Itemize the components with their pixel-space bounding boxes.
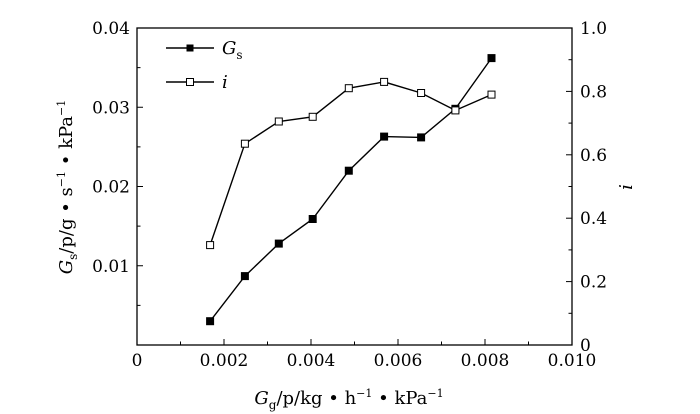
y-axis-title-left: Gs/p/g • s−1 • kPa−1 xyxy=(55,100,80,275)
data-point-i xyxy=(451,106,460,115)
data-point-i xyxy=(274,117,283,126)
data-point-gs xyxy=(487,54,496,63)
y-right-tick-label: 0 xyxy=(580,336,591,356)
x-tick-label: 0.004 xyxy=(287,351,336,371)
x-tick-label: 0.010 xyxy=(548,351,597,371)
tick-labels: 0 0.002 0.004 0.006 0.008 0.010 0.01 0.02 0.03 0.… xyxy=(92,19,607,371)
data-point-i xyxy=(240,139,249,148)
data-point-i xyxy=(308,112,317,121)
x-tick-label: 0.006 xyxy=(374,351,423,371)
x-tick-label: 0 xyxy=(132,351,143,371)
y-right-tick-label: 0.2 xyxy=(580,273,607,293)
y-left-tick-label: 0.03 xyxy=(92,98,130,118)
data-point-gs xyxy=(417,133,426,142)
data-point-gs xyxy=(206,317,215,326)
y-right-tick-label: 0.6 xyxy=(580,146,607,166)
axes xyxy=(136,27,573,346)
x-tick-label: 0.008 xyxy=(461,351,510,371)
y-right-tick-label: 0.8 xyxy=(580,82,607,102)
legend: Gs i xyxy=(166,38,243,93)
y-left-tick-label: 0.02 xyxy=(92,178,130,198)
y-axis-title-right: i xyxy=(616,184,637,190)
x-tick-label: 0.002 xyxy=(200,351,249,371)
series-line-gs xyxy=(209,57,493,322)
legend-label-gs: Gs xyxy=(222,38,243,62)
ticks xyxy=(136,27,573,346)
data-point-gs xyxy=(274,239,283,248)
data-point-i xyxy=(417,89,426,97)
data-point-i xyxy=(487,90,496,99)
y-right-tick-label: 1.0 xyxy=(580,19,607,39)
series-lines xyxy=(209,57,493,322)
series-markers xyxy=(206,54,496,326)
y-left-tick-label: 0.04 xyxy=(92,19,130,39)
data-point-i xyxy=(344,84,353,93)
legend-label-i: i xyxy=(222,72,228,93)
data-point-gs xyxy=(380,132,389,141)
plot-frame xyxy=(136,27,573,346)
legend-marker-gs xyxy=(186,44,194,52)
x-axis-title: Gg/p/kg • h−1 • kPa−1 xyxy=(254,387,443,412)
data-point-i xyxy=(380,77,389,86)
data-point-gs xyxy=(344,166,353,175)
data-point-i xyxy=(206,241,215,250)
y-right-tick-label: 0.4 xyxy=(580,209,607,229)
y-left-tick-label: 0.01 xyxy=(92,257,130,277)
legend-marker-i xyxy=(186,78,194,86)
data-point-gs xyxy=(308,215,317,223)
data-point-gs xyxy=(240,272,249,281)
series-line-i xyxy=(209,81,492,246)
